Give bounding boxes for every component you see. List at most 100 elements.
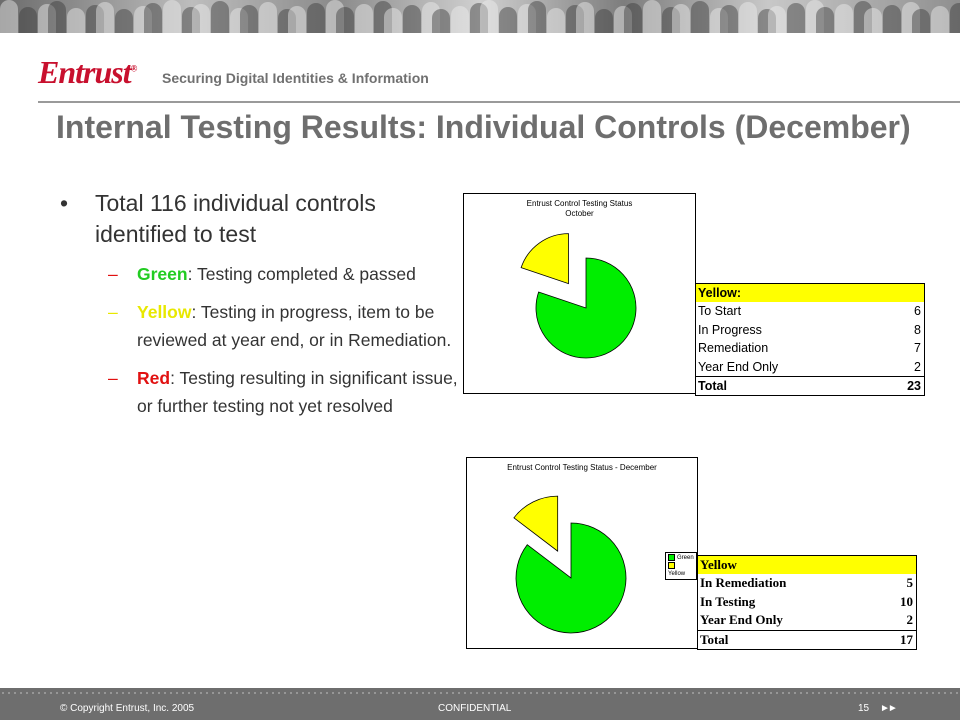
table-header-label: Yellow	[700, 557, 737, 572]
banner-figure	[816, 7, 834, 33]
banner-figure	[19, 7, 37, 33]
banner-figure	[38, 4, 56, 33]
banner-figure	[950, 3, 960, 33]
banner-figure	[566, 5, 584, 33]
table-header-label: Yellow:	[698, 286, 742, 300]
banner-figure	[787, 3, 805, 33]
sub-bullet-red: – Red: Testing resulting in significant …	[60, 364, 460, 420]
banner-figure	[163, 0, 181, 33]
main-bullet: • Total 116 individual controls identifi…	[60, 188, 460, 250]
footer-bar: © Copyright Entrust, Inc. 2005 CONFIDENT…	[0, 688, 960, 720]
sub-bullet-text: : Testing resulting in significant issue…	[137, 368, 458, 416]
row-label: In Remediation	[700, 575, 787, 591]
pie-slice-green	[515, 522, 627, 634]
table-row: To Start 6	[696, 302, 924, 320]
row-value: 7	[914, 341, 921, 356]
banner-figure	[528, 1, 546, 33]
bullet-dot-icon: •	[60, 190, 69, 216]
entrust-logo: Entrust®	[38, 54, 138, 91]
banner-figure	[835, 4, 853, 33]
table-row: Remediation 7	[696, 339, 924, 357]
row-value: 10	[900, 593, 913, 609]
footer-dots	[0, 690, 960, 696]
banner-figure	[422, 2, 440, 33]
header-photo-banner	[0, 0, 960, 33]
banner-figure	[355, 4, 373, 33]
banner-figure	[672, 4, 690, 33]
pie-chart-december: Entrust Control Testing Status - Decembe…	[466, 457, 698, 649]
legend-swatch	[668, 562, 675, 570]
banner-figure	[480, 0, 498, 33]
row-value: 5	[906, 575, 914, 591]
banner-figure	[240, 5, 258, 33]
banner-figure	[96, 2, 114, 33]
copyright-text: © Copyright Entrust, Inc. 2005	[60, 703, 195, 714]
banner-figure	[192, 4, 210, 33]
banner-figure	[902, 2, 920, 33]
banner-figure	[931, 6, 949, 33]
main-bullet-text: Total 116 individual controls identified…	[95, 190, 376, 247]
legend-label: Yellow	[668, 571, 686, 578]
row-label: In Progress	[698, 322, 762, 337]
sub-bullet-yellow: – Yellow: Testing in progress, item to b…	[60, 298, 460, 354]
pie-chart-october: Entrust Control Testing Status October	[463, 193, 696, 394]
dash-icon: –	[108, 264, 118, 284]
banner-figure	[86, 5, 104, 33]
row-label: Year End Only	[700, 612, 783, 628]
table-header: Yellow	[698, 556, 916, 575]
banner-figure	[499, 7, 517, 33]
pie-slice-green	[535, 257, 637, 359]
legend-swatch	[668, 554, 675, 561]
slide-title: Internal Testing Results: Individual Con…	[56, 109, 911, 145]
row-label: Year End Only	[698, 359, 779, 374]
banner-figure	[48, 1, 66, 33]
table-total-row: Total 23	[696, 375, 924, 395]
page-number: 15	[858, 703, 870, 714]
chart-legend: Green Yellow	[665, 552, 697, 581]
tagline: Securing Digital Identities & Informatio…	[162, 70, 429, 86]
banner-figure	[288, 6, 306, 33]
pie-chart-svg	[520, 233, 637, 359]
banner-figure	[259, 2, 277, 33]
row-value: 6	[914, 304, 921, 319]
total-label: Total	[700, 631, 729, 647]
banner-figure	[211, 1, 229, 33]
confidential-label: CONFIDENTIAL	[438, 703, 512, 714]
banner-figure	[806, 0, 824, 33]
header-divider	[38, 101, 960, 103]
chart-title: Entrust Control Testing Status	[526, 199, 633, 208]
table-row: In Remediation 5	[698, 574, 916, 592]
pie-chart-svg	[513, 495, 627, 634]
banner-figure	[403, 5, 421, 33]
logo-registered-mark: ®	[130, 63, 138, 74]
banner-figure	[451, 6, 469, 33]
legend-item: Green	[668, 554, 694, 562]
total-label: Total	[698, 378, 727, 393]
banner-figure	[374, 1, 392, 33]
row-label: Remediation	[698, 341, 769, 356]
total-value: 17	[900, 631, 913, 647]
banner-figure	[758, 9, 776, 33]
banner-figure	[518, 4, 536, 33]
banner-figure	[67, 8, 85, 33]
banner-figure	[182, 7, 200, 33]
pie-slice-yellow	[513, 495, 559, 552]
banner-figure	[864, 8, 882, 33]
banner-figure	[115, 9, 133, 33]
banner-figure	[854, 1, 872, 33]
next-slide-arrows-icon[interactable]: ►►	[880, 703, 898, 714]
table-header: Yellow:	[696, 284, 924, 303]
bullet-list: • Total 116 individual controls identifi…	[60, 188, 460, 420]
sub-bullet-label: Green	[137, 264, 188, 284]
pie-slice-yellow	[520, 233, 569, 285]
logo-text: Entrust	[38, 54, 132, 90]
banner-figure	[691, 1, 709, 33]
legend-label: Green	[677, 555, 694, 562]
legend-item: Yellow	[668, 562, 694, 578]
banner-figure	[720, 5, 738, 33]
row-label: To Start	[698, 304, 742, 319]
banner-figure	[710, 8, 728, 33]
chart-subtitle: October	[565, 209, 594, 218]
banner-figure	[307, 3, 325, 33]
sub-bullet-green: – Green: Testing completed & passed	[60, 260, 460, 288]
